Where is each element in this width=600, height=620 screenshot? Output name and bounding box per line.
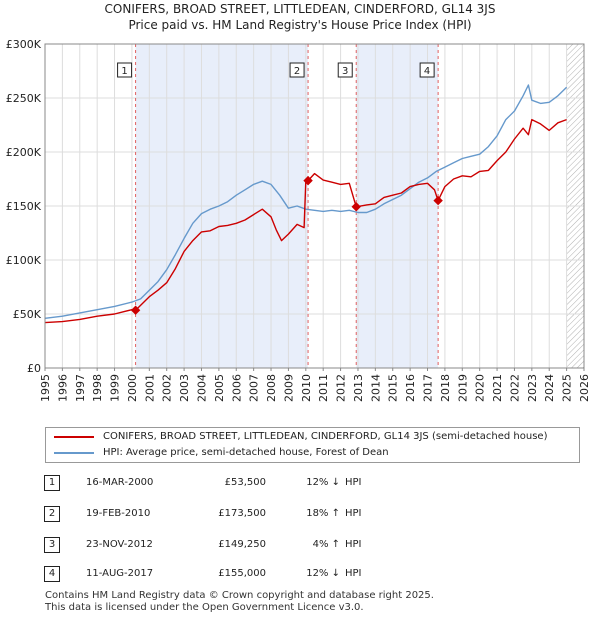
- sale-point: [351, 202, 361, 212]
- x-tick-label: 2002: [161, 374, 174, 402]
- price-chart: 1 2 3 4 £0 £50K £100K £150K £200K £250K £300K 1995…: [6, 38, 591, 402]
- x-tick-label: 2014: [369, 374, 382, 402]
- sale-label-box: [337, 62, 353, 78]
- table-row: 3 23-NOV-2012 £149,250 4% ↑ HPI: [0, 537, 600, 557]
- x-tick-label: 2006: [230, 374, 243, 402]
- x-tick-label: 2018: [439, 374, 452, 402]
- legend-swatch-hpi: [54, 452, 94, 454]
- x-tick-label: 2003: [178, 374, 191, 402]
- transaction-date: 11-AUG-2017: [86, 568, 154, 579]
- sale-label-number: 1: [121, 66, 127, 77]
- x-tick-label: 2025: [561, 374, 574, 402]
- y-tick-label: £150K: [6, 200, 42, 213]
- transaction-date: 23-NOV-2012: [86, 539, 153, 550]
- legend-label-property: CONIFERS, BROAD STREET, LITTLEDEAN, CIND…: [103, 431, 548, 442]
- x-tick-label: 2010: [300, 374, 313, 402]
- x-tick-label: 2000: [126, 374, 139, 402]
- x-tick-label: 2012: [335, 374, 348, 402]
- x-tick-label: 2001: [143, 374, 156, 402]
- legend-swatch-property: [54, 436, 94, 438]
- chart-legend: CONIFERS, BROAD STREET, LITTLEDEAN, CIND…: [45, 427, 580, 463]
- y-tick-label: £50K: [13, 308, 42, 321]
- x-tick-label: 2023: [526, 374, 539, 402]
- transaction-number: 1: [44, 475, 60, 491]
- x-tick-label: 1996: [56, 374, 69, 402]
- chart-subtitle: Price paid vs. HM Land Registry's House …: [128, 18, 472, 32]
- sale-label-box: [289, 62, 305, 78]
- y-tick-label: £250K: [6, 92, 42, 105]
- x-tick-label: 2005: [213, 374, 226, 402]
- transaction-date: 16-MAR-2000: [86, 477, 154, 488]
- y-tick-label: £0: [27, 362, 41, 375]
- y-tick-label: £100K: [6, 254, 42, 267]
- property-price-line: [44, 118, 567, 324]
- footer-copyright: Contains HM Land Registry data © Crown c…: [45, 590, 434, 601]
- y-tick-label: £300K: [6, 38, 42, 51]
- x-tick-label: 2009: [282, 374, 295, 402]
- y-tick-label: £200K: [6, 146, 42, 159]
- transaction-number: 4: [44, 566, 60, 582]
- x-tick-label: 1999: [109, 374, 122, 402]
- x-tick-label: 2016: [404, 374, 417, 402]
- transaction-hpi-diff: 12% ↓: [306, 477, 340, 488]
- x-tick-label: 2021: [491, 374, 504, 402]
- x-tick-label: 2015: [387, 374, 400, 402]
- sale-label-box: [117, 62, 133, 78]
- table-row: 2 19-FEB-2010 £173,500 18% ↑ HPI: [0, 506, 600, 526]
- x-tick-label: 2026: [578, 374, 591, 402]
- chart-title: CONIFERS, BROAD STREET, LITTLEDEAN, CIND…: [104, 2, 496, 16]
- x-tick-label: 2017: [422, 374, 435, 402]
- x-tick-label: 2008: [265, 374, 278, 402]
- x-tick-label: 2013: [352, 374, 365, 402]
- transaction-hpi-label: HPI: [345, 477, 362, 488]
- table-row: 1 16-MAR-2000 £53,500 12% ↓ HPI: [0, 475, 600, 495]
- sale-point: [303, 175, 313, 186]
- transaction-hpi-diff: 18% ↑: [306, 508, 340, 519]
- x-tick-label: 2022: [508, 374, 521, 402]
- x-tick-label: 2011: [317, 374, 330, 402]
- x-tick-label: 1998: [91, 374, 104, 402]
- legend-label-hpi: HPI: Average price, semi-detached house,…: [103, 447, 389, 458]
- sale-label-number: 4: [424, 66, 430, 77]
- x-tick-label: 2020: [474, 374, 487, 402]
- sale-label-box: [419, 62, 435, 78]
- x-tick-label: 2004: [195, 374, 208, 402]
- table-row: 4 11-AUG-2017 £155,000 12% ↓ HPI: [0, 566, 600, 586]
- transaction-hpi-label: HPI: [345, 539, 362, 550]
- transaction-price: £53,500: [224, 477, 266, 488]
- transaction-price: £155,000: [218, 568, 266, 579]
- transaction-number: 2: [44, 506, 60, 522]
- transaction-hpi-diff: 12% ↓: [306, 568, 340, 579]
- transaction-price: £173,500: [218, 508, 266, 519]
- plot-border: [44, 43, 585, 369]
- sale-label-number: 3: [342, 66, 348, 77]
- transaction-hpi-label: HPI: [345, 508, 362, 519]
- footer-licence: This data is licensed under the Open Gov…: [45, 602, 364, 613]
- transaction-price: £149,250: [218, 539, 266, 550]
- x-tick-label: 2024: [543, 374, 556, 402]
- x-tick-label: 2019: [456, 374, 469, 402]
- sale-point: [433, 195, 443, 206]
- x-tick-label: 2007: [248, 374, 261, 402]
- transaction-hpi-label: HPI: [345, 568, 362, 579]
- hpi-line: [44, 84, 568, 319]
- sale-point: [130, 305, 141, 315]
- transaction-number: 3: [44, 537, 60, 553]
- transaction-date: 19-FEB-2010: [86, 508, 151, 519]
- x-tick-label: 1995: [39, 374, 52, 402]
- sale-label-number: 2: [294, 66, 300, 77]
- transaction-hpi-diff: 4% ↑: [312, 539, 340, 550]
- x-tick-label: 1997: [74, 374, 87, 402]
